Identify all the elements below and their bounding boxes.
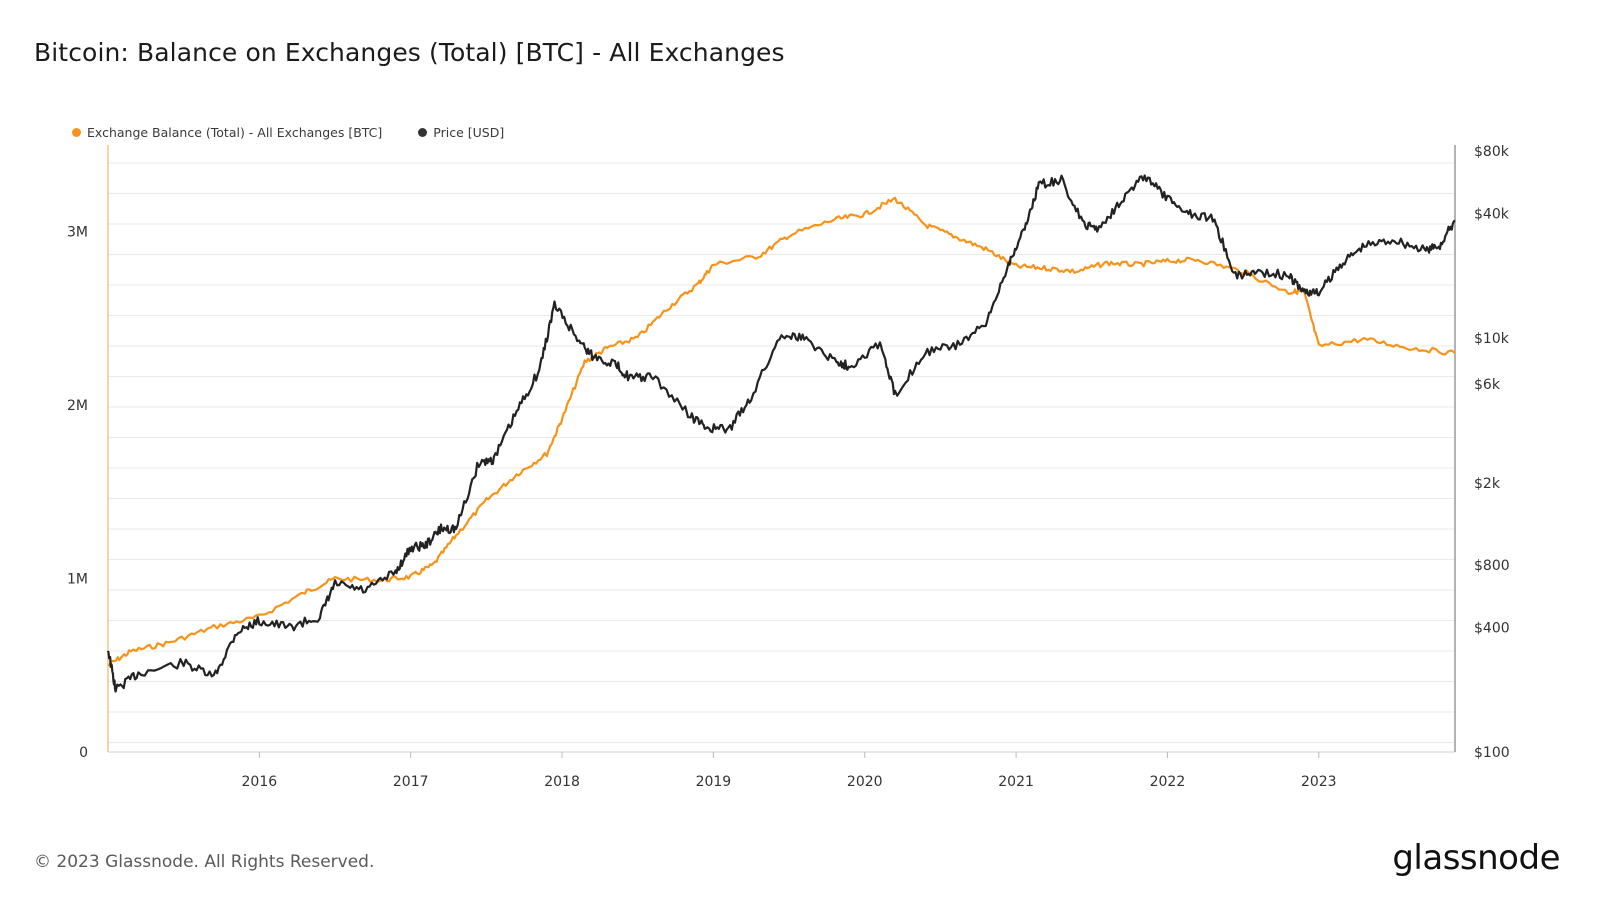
x-tick-label: 2022 bbox=[1150, 774, 1186, 790]
x-tick-label: 2017 bbox=[393, 774, 429, 790]
legend-label-balance: Exchange Balance (Total) - All Exchanges… bbox=[87, 125, 383, 140]
y-right-tick-label: $80k bbox=[1474, 144, 1510, 160]
legend-label-price: Price [USD] bbox=[433, 125, 505, 140]
x-tick-label: 2023 bbox=[1301, 774, 1337, 790]
y-right-tick-label: $10k bbox=[1474, 331, 1510, 347]
y-right-tick-label: $800 bbox=[1474, 558, 1510, 574]
axes: 0 1M 2M 3M $100 $400 $800 $2k $6k $10k $40k $80k 201… bbox=[67, 144, 1510, 790]
chart-legend: Exchange Balance (Total) - All Exchanges… bbox=[72, 125, 504, 140]
copyright-text: © 2023 Glassnode. All Rights Reserved. bbox=[34, 852, 375, 872]
x-tick-label: 2019 bbox=[696, 774, 732, 790]
y-left-tick-label: 3M bbox=[67, 225, 88, 241]
x-tick-label: 2020 bbox=[847, 774, 883, 790]
series-lines bbox=[106, 174, 1456, 693]
legend-item-price[interactable]: Price [USD] bbox=[418, 125, 504, 140]
y-right-tick-label: $400 bbox=[1474, 620, 1510, 636]
chart-title: Bitcoin: Balance on Exchanges (Total) [B… bbox=[34, 38, 785, 67]
legend-swatch-balance bbox=[72, 128, 81, 137]
series-line-price bbox=[106, 174, 1456, 693]
y-right-tick-label: $6k bbox=[1474, 377, 1501, 393]
y-right-tick-label: $100 bbox=[1474, 745, 1510, 761]
legend-swatch-price bbox=[418, 128, 428, 137]
x-tick-label: 2016 bbox=[242, 774, 278, 790]
y-right-tick-label: $40k bbox=[1474, 207, 1510, 223]
legend-item-balance[interactable]: Exchange Balance (Total) - All Exchanges… bbox=[72, 125, 382, 140]
x-tick-label: 2018 bbox=[544, 774, 580, 790]
y-left-tick-label: 0 bbox=[79, 745, 88, 761]
series-line-balance bbox=[107, 196, 1456, 667]
y-right-tick-label: $2k bbox=[1474, 476, 1501, 492]
x-tick-label: 2021 bbox=[998, 774, 1034, 790]
y-left-tick-label: 2M bbox=[67, 398, 88, 414]
grid-lines bbox=[108, 162, 1455, 743]
brand-logo[interactable]: glassnode bbox=[1392, 838, 1560, 878]
y-left-tick-label: 1M bbox=[67, 572, 88, 588]
